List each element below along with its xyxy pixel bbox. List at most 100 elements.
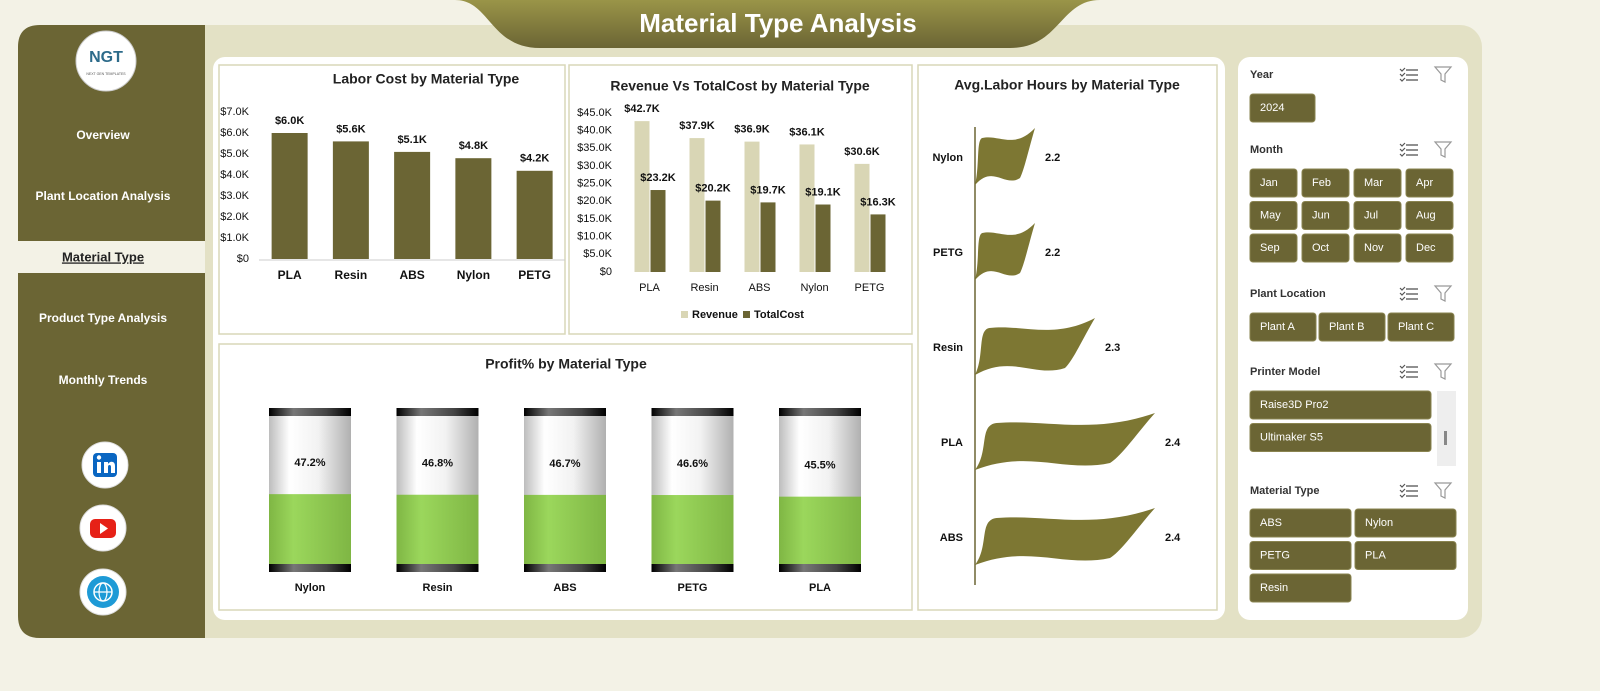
slicer-item[interactable]: PLA — [1365, 549, 1386, 561]
select-check[interactable] — [1399, 296, 1406, 301]
chart-title: Labor Cost by Material Type — [333, 71, 520, 87]
select-check[interactable] — [1399, 483, 1406, 488]
fill-level — [524, 494, 606, 564]
slicer-button[interactable] — [1353, 233, 1402, 263]
slicer-button[interactable] — [1301, 201, 1350, 230]
select-check[interactable] — [1399, 369, 1406, 374]
slicer-item[interactable]: Jan — [1260, 177, 1278, 189]
slicer-button[interactable] — [1249, 233, 1298, 263]
slicer-button[interactable] — [1249, 541, 1352, 570]
slicer-item[interactable]: Apr — [1416, 177, 1433, 189]
y-tick-label: Nylon — [932, 152, 963, 164]
slicer-button[interactable] — [1354, 508, 1457, 538]
slicer-button[interactable] — [1301, 168, 1350, 198]
slicer-button[interactable] — [1249, 423, 1432, 452]
value-label: 46.7% — [549, 458, 580, 470]
select-check[interactable] — [1399, 142, 1406, 147]
scrollbar[interactable] — [1437, 391, 1456, 466]
linkedin-glyph — [96, 455, 102, 460]
slicer-button[interactable] — [1249, 573, 1352, 603]
slicer-item[interactable]: Feb — [1312, 177, 1331, 189]
select-check[interactable] — [1399, 374, 1406, 379]
nav-item[interactable]: Monthly Trends — [59, 373, 148, 387]
select-check[interactable] — [1399, 364, 1406, 369]
value-label: $19.1K — [805, 186, 841, 198]
slicer-button[interactable] — [1249, 168, 1298, 198]
nav-item[interactable]: Overview — [76, 128, 130, 142]
slicer-item[interactable]: Plant C — [1398, 321, 1434, 333]
slicer-button[interactable] — [1405, 233, 1454, 263]
value-label: 46.8% — [422, 458, 453, 470]
slicer-item[interactable]: Oct — [1312, 242, 1329, 254]
slicer-item[interactable]: Dec — [1416, 242, 1436, 254]
slicer-item[interactable]: PETG — [1260, 549, 1290, 561]
scroll-thumb[interactable] — [1444, 431, 1447, 445]
slicer-item[interactable]: May — [1260, 209, 1281, 221]
flag-bar — [975, 223, 1035, 280]
slicer-item[interactable]: Aug — [1416, 209, 1436, 221]
slicer-button[interactable] — [1249, 508, 1352, 538]
slicer-item[interactable]: Nylon — [1365, 517, 1393, 529]
nav-item[interactable]: Plant Location Analysis — [36, 189, 171, 203]
flag-bar — [975, 318, 1095, 375]
select-check[interactable] — [1399, 152, 1406, 157]
bar — [455, 158, 492, 259]
clear-filter-icon[interactable] — [1433, 285, 1453, 302]
slicer-button[interactable] — [1354, 541, 1457, 570]
select-check[interactable] — [1399, 286, 1406, 291]
clear-filter-icon[interactable] — [1433, 482, 1453, 499]
slicer-button[interactable] — [1353, 201, 1402, 230]
slicer-button[interactable] — [1405, 201, 1454, 230]
x-tick-label: Resin — [690, 282, 718, 294]
slicer-item[interactable]: Plant B — [1329, 321, 1364, 333]
slicer-button[interactable] — [1387, 312, 1455, 342]
slicer-title: Plant Location — [1250, 288, 1326, 300]
clear-filter-icon[interactable] — [1433, 66, 1453, 83]
clear-filter-icon[interactable] — [1433, 363, 1453, 380]
value-label: 2.4 — [1165, 532, 1181, 544]
slicer-item[interactable]: 2024 — [1260, 102, 1284, 114]
slicer-button[interactable] — [1249, 312, 1317, 342]
slicer-button[interactable] — [1249, 93, 1316, 123]
select-check[interactable] — [1399, 291, 1406, 296]
select-check[interactable] — [1399, 72, 1406, 77]
select-check[interactable] — [1399, 67, 1406, 72]
select-check[interactable] — [1399, 147, 1406, 152]
chart-title: Avg.Labor Hours by Material Type — [954, 77, 1180, 93]
select-check[interactable] — [1399, 77, 1406, 82]
nav-item[interactable]: Material Type — [62, 249, 144, 264]
logo-tagline: NEXT GEN TEMPLATES — [86, 72, 126, 76]
select-check[interactable] — [1399, 493, 1406, 498]
slicer-item[interactable]: Resin — [1260, 582, 1288, 594]
slicer-button[interactable] — [1249, 201, 1298, 230]
slicer-button[interactable] — [1353, 168, 1402, 198]
slicer-item[interactable]: Ultimaker S5 — [1260, 431, 1323, 443]
fill-level — [779, 496, 861, 564]
slicer-item[interactable]: ABS — [1260, 517, 1282, 529]
nav-item[interactable]: Product Type Analysis — [39, 311, 167, 325]
x-tick-label: Nylon — [295, 582, 326, 594]
select-check[interactable] — [1399, 488, 1406, 493]
slicer-item[interactable]: Plant A — [1260, 321, 1296, 333]
value-label: $36.9K — [734, 124, 770, 136]
slicer-item[interactable]: Jul — [1364, 209, 1378, 221]
clear-filter-icon[interactable] — [1433, 141, 1453, 158]
slicer-button[interactable] — [1301, 233, 1350, 263]
bar — [634, 121, 650, 272]
slicer-item[interactable]: Jun — [1312, 209, 1330, 221]
slicer-button[interactable] — [1249, 390, 1432, 420]
slicer-item[interactable]: Nov — [1364, 242, 1384, 254]
y-tick-label: $15.0K — [577, 213, 613, 225]
slicer-item[interactable]: Raise3D Pro2 — [1260, 399, 1328, 411]
slicer-button[interactable] — [1405, 168, 1454, 198]
cylinder-cap — [269, 408, 351, 416]
bar — [744, 141, 760, 272]
slicer-item[interactable]: Sep — [1260, 242, 1280, 254]
slicer-item[interactable]: Mar — [1364, 177, 1383, 189]
cylinder-cap — [779, 408, 861, 416]
logo-text: NGT — [89, 49, 123, 66]
slicer-button[interactable] — [1318, 312, 1386, 342]
y-tick-label: $20.0K — [577, 195, 613, 207]
